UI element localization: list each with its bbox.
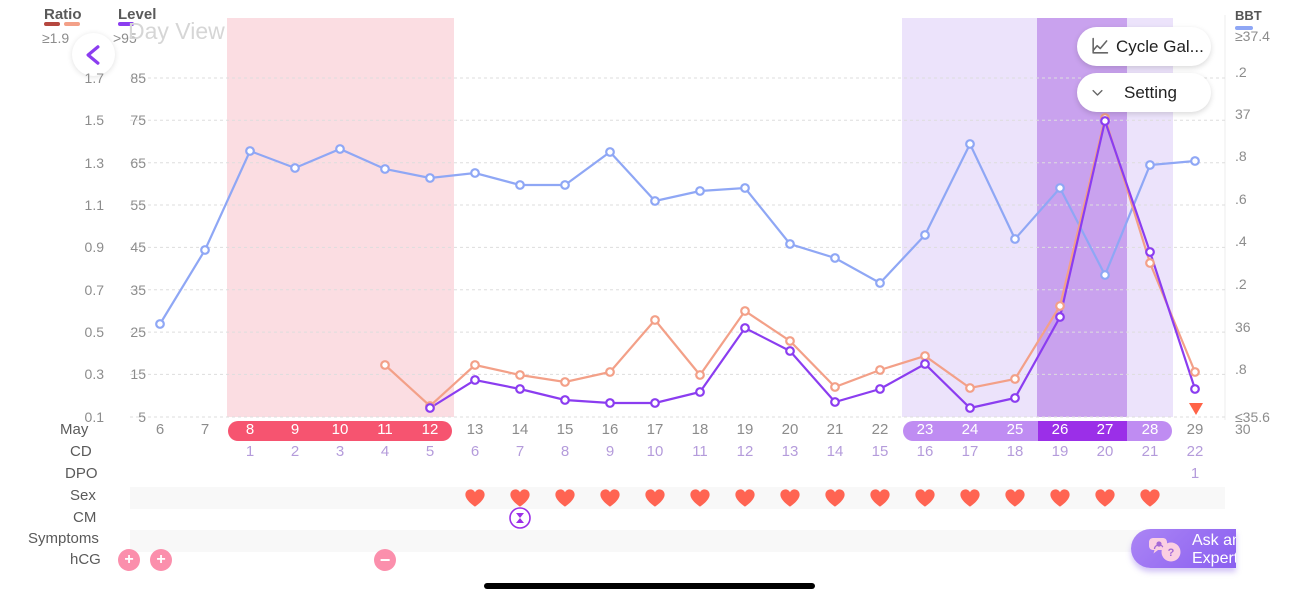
svg-text:?: ? [1168, 547, 1175, 559]
